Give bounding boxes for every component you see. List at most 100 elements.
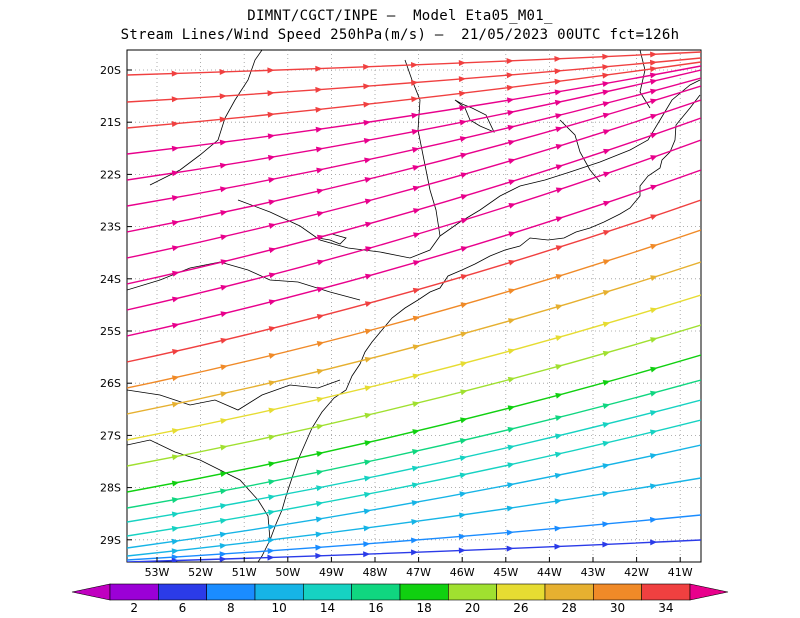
streamline-arrow xyxy=(506,58,514,65)
streamline-arrow xyxy=(602,259,611,265)
streamline-arrow xyxy=(649,66,658,73)
streamline-arrow xyxy=(220,444,228,451)
streamline-arrow xyxy=(459,119,467,126)
colorbar-segment xyxy=(496,583,546,601)
streamline-arrow xyxy=(458,76,466,83)
streamline-arrow xyxy=(554,525,562,532)
lon-label: 46W xyxy=(450,566,475,579)
lon-label: 47W xyxy=(406,566,431,579)
streamline-arrow xyxy=(506,545,514,552)
streamline-arrow xyxy=(219,556,227,562)
streamline-arrow xyxy=(508,158,516,165)
streamline-arrow xyxy=(315,65,323,72)
streamline-arrow xyxy=(650,184,658,191)
lon-label: 53W xyxy=(145,566,170,579)
streamline-arrow xyxy=(650,51,658,58)
streamlines xyxy=(127,51,701,562)
streamline-arrow xyxy=(602,491,610,497)
lon-label: 50W xyxy=(275,566,300,579)
streamline-arrow xyxy=(171,245,180,252)
streamline-arrow xyxy=(602,422,611,428)
streamline-arrow xyxy=(364,459,372,466)
streamline-arrow xyxy=(317,259,325,266)
streamline-arrow xyxy=(412,147,420,153)
streamline-arrow xyxy=(268,407,276,414)
streamline-arrow xyxy=(602,521,610,528)
streamline-arrow xyxy=(267,111,275,118)
streamline-arrow xyxy=(460,361,468,367)
streamline-arrow xyxy=(554,498,562,505)
streamline-arrow xyxy=(364,440,372,447)
streamline-arrow xyxy=(316,234,325,241)
streamline-arrow xyxy=(267,524,276,531)
streamline-arrow xyxy=(411,129,420,135)
colorbar-segment xyxy=(206,583,256,601)
streamline-arrow xyxy=(412,401,420,408)
colorbar-segment xyxy=(593,583,642,601)
streamline-arrow xyxy=(220,234,228,241)
colorbar-high-triangle xyxy=(689,583,729,601)
streamline-arrow xyxy=(602,463,610,470)
streamline-arrow xyxy=(460,274,469,280)
streamline-arrow xyxy=(649,483,658,490)
streamline-arrow xyxy=(554,451,563,458)
colorbar-segment xyxy=(641,583,691,601)
streamline-arrow xyxy=(268,272,277,279)
latitude-labels: 20S 21S 22S 23S 24S 25S 26S 27S 28S 29S xyxy=(100,64,132,547)
streamline-arrow xyxy=(602,101,611,108)
streamline-arrow xyxy=(364,475,372,482)
streamline-arrow xyxy=(602,440,610,447)
streamline-arrow xyxy=(316,341,325,347)
colorbar-segment xyxy=(351,583,401,601)
streamline-arrow xyxy=(316,469,324,476)
streamline-arrow xyxy=(412,315,421,322)
streamline-arrow xyxy=(363,491,372,498)
colorbar-label: 2 xyxy=(130,601,138,615)
streamline-arrow xyxy=(507,376,516,383)
streamline-arrow xyxy=(171,70,179,77)
lon-label: 51W xyxy=(232,566,257,579)
lat-label: 22S xyxy=(100,168,121,181)
streamline-arrow xyxy=(650,307,658,314)
streamline-arrow xyxy=(267,90,275,97)
streamline-arrow xyxy=(363,101,371,108)
colorbar-label: 20 xyxy=(465,601,480,615)
streamline-arrow xyxy=(555,113,563,120)
streamline-arrow xyxy=(220,364,228,371)
colorbar-label: 16 xyxy=(368,601,383,615)
streamline-arrow xyxy=(412,373,420,380)
streamline-arrow xyxy=(507,109,515,116)
streamline-arrow xyxy=(412,260,421,266)
streamline-arrow xyxy=(506,72,514,79)
streamline-arrow xyxy=(555,304,564,311)
streamline-arrow xyxy=(602,350,611,357)
streamline-arrow xyxy=(219,551,227,558)
streamline-arrow xyxy=(554,89,563,96)
streamline-arrow xyxy=(411,112,419,119)
streamline-arrow xyxy=(554,55,562,62)
map-title-line1: DIMNT/CGCT/INPE – Model Eta05_M01_ xyxy=(247,8,553,24)
streamline-arrow xyxy=(363,508,372,515)
streamline-arrow xyxy=(219,186,228,193)
streamline-arrow xyxy=(507,426,515,433)
streamline-arrow xyxy=(171,170,180,177)
streamline-arrow xyxy=(364,412,372,419)
streamline-arrow xyxy=(602,89,610,96)
streamline-arrow xyxy=(460,331,468,338)
streamline-arrow xyxy=(219,531,228,538)
streamline-arrow xyxy=(650,132,658,139)
streamline-arrow xyxy=(508,231,516,238)
streamline-arrow xyxy=(219,116,227,123)
streamline-arrow xyxy=(413,232,421,239)
streamline-arrow xyxy=(460,246,469,252)
lon-label: 52W xyxy=(188,566,213,579)
colorbar-low-triangle xyxy=(71,583,111,601)
streamline-arrow xyxy=(219,69,227,75)
streamline-arrow xyxy=(220,418,228,424)
streamline-arrow xyxy=(171,511,180,518)
streamline-arrow xyxy=(602,53,610,60)
streamline-arrow xyxy=(460,417,468,424)
streamline-arrow xyxy=(602,290,611,296)
streamline-arrow xyxy=(555,274,564,280)
